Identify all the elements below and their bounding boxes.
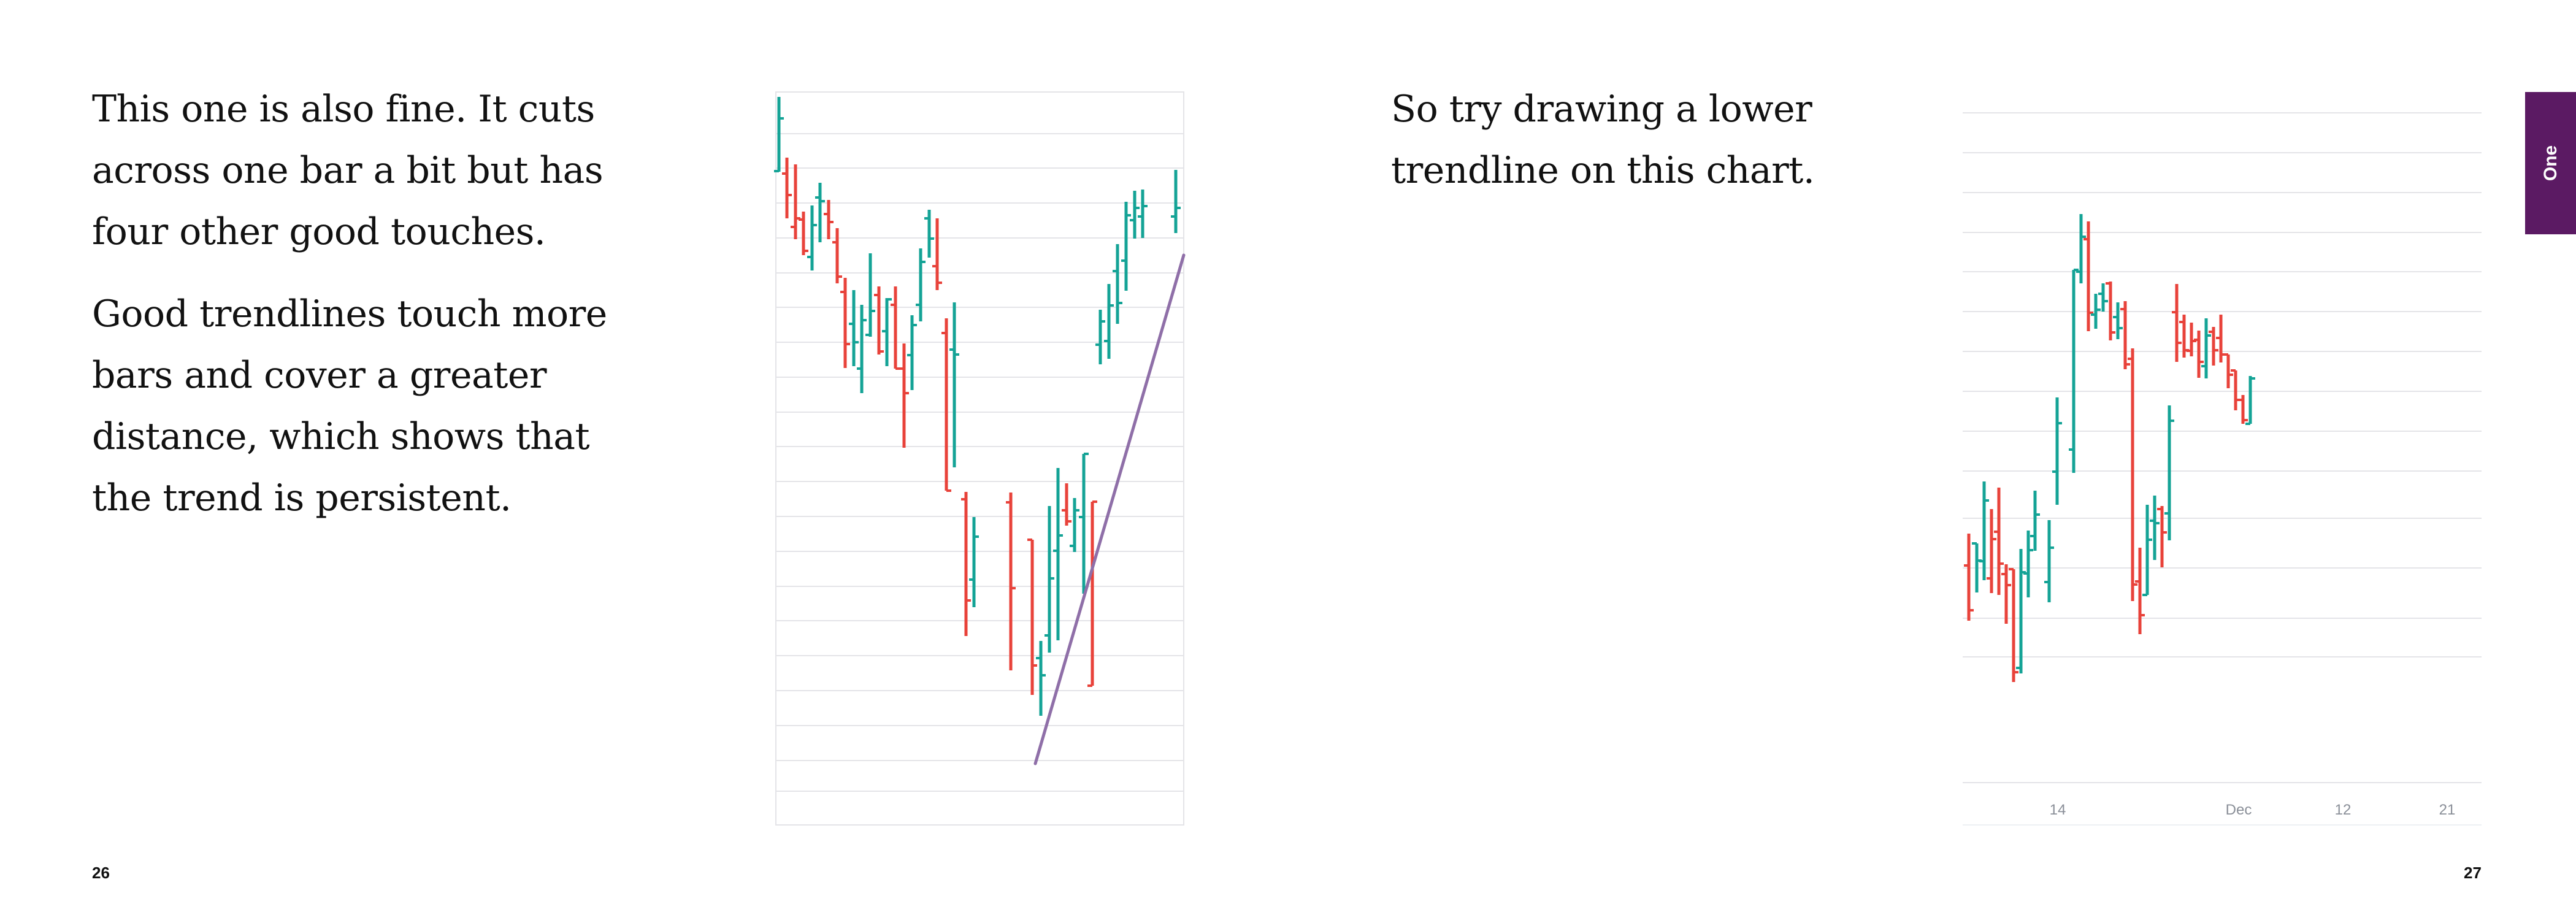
ohlc-bar [774, 97, 784, 172]
ohlc-bar [2120, 301, 2130, 369]
ohlc-bar [2113, 302, 2123, 339]
ohlc-bar [1994, 488, 2004, 595]
ohlc-bar [782, 158, 792, 218]
ohlc-bar [2001, 564, 2011, 624]
ohlc-bar [891, 286, 900, 370]
ohlc-bar [824, 200, 834, 239]
ohlc-bar [865, 253, 875, 337]
left-ohlc-chart [774, 91, 1186, 826]
ohlc-bar [949, 302, 959, 467]
ohlc-bar [2164, 405, 2174, 540]
body-paragraph-1: This one is also fine. It cuts across on… [92, 88, 604, 253]
ohlc-bar [907, 315, 917, 390]
x-axis-tick-label: 21 [2439, 802, 2456, 818]
ohlc-bar [2194, 331, 2204, 378]
ohlc-bar [1987, 509, 1996, 593]
ohlc-bar [2201, 318, 2211, 378]
ohlc-bar [2030, 491, 2040, 551]
ohlc-bar [2135, 548, 2145, 634]
ohlc-bar [969, 517, 979, 607]
chart-frame [775, 91, 1184, 826]
ohlc-bar [807, 205, 817, 270]
ohlc-bar [2245, 376, 2255, 425]
ohlc-bar [2091, 294, 2101, 329]
body-paragraph-3: So try drawing a lower trendline on this… [1391, 88, 1815, 192]
ohlc-bar [2209, 327, 2218, 366]
ohlc-bar [1087, 500, 1097, 687]
ohlc-bar [2238, 395, 2248, 424]
ohlc-bar [2023, 531, 2033, 597]
ohlc-bar [2172, 284, 2182, 362]
ohlc-bar [2128, 348, 2137, 601]
ohlc-bar [1006, 493, 1016, 670]
ohlc-bar [1045, 506, 1054, 653]
ohlc-bar [1036, 641, 1046, 716]
ohlc-bar [1130, 191, 1140, 239]
ohlc-bar [1171, 170, 1181, 233]
ohlc-bar [941, 318, 951, 492]
ohlc-bar [899, 343, 909, 448]
trendline [1033, 253, 1186, 765]
ohlc-bar [2106, 282, 2115, 340]
x-axis-tick-label: 14 [2050, 802, 2066, 818]
x-axis-tick-label: 12 [2335, 802, 2352, 818]
ohlc-bar [932, 218, 942, 290]
ohlc-bar [2150, 496, 2160, 560]
ohlc-bar [2076, 214, 2086, 283]
page-number-right: 27 [2464, 864, 2482, 882]
ohlc-bar [2223, 353, 2233, 388]
section-tab[interactable]: One [2525, 92, 2576, 234]
x-axis-tick-label: Dec [2226, 802, 2252, 818]
ohlc-bar [815, 183, 825, 242]
ohlc-bar [849, 290, 859, 366]
ohlc-bar [961, 492, 971, 636]
ohlc-bar [1979, 481, 1989, 580]
ohlc-bar [1104, 284, 1114, 359]
ohlc-bar [2098, 283, 2108, 312]
ohlc-bar [2009, 568, 2018, 682]
ohlc-bar [1964, 534, 1974, 621]
ohlc-bar [791, 164, 800, 239]
ohlc-bar [2231, 369, 2241, 410]
ohlc-bar [874, 286, 884, 355]
ohlc-bar [924, 210, 934, 258]
ohlc-bar [1062, 483, 1071, 526]
ohlc-bar [2142, 505, 2152, 596]
ohlc-bar [1027, 539, 1037, 695]
ohlc-bar [1095, 310, 1105, 364]
right-ohlc-chart: 14 Dec 12 21 [1963, 112, 2482, 826]
body-paragraph-2: Good trendlines touch more bars and cove… [92, 293, 607, 519]
ohlc-bar [2157, 506, 2167, 567]
section-tab-label: One [2540, 145, 2561, 182]
page-number-left: 26 [92, 864, 110, 882]
ohlc-bar [799, 212, 808, 255]
ohlc-bar [2069, 269, 2079, 473]
ohlc-bar [832, 228, 842, 283]
ohlc-bar [2044, 520, 2054, 602]
ohlc-bar [882, 298, 892, 366]
ohlc-bar [2052, 397, 2062, 505]
ohlc-bar [1070, 498, 1079, 552]
ohlc-bar [1079, 453, 1089, 594]
ohlc-bar [2083, 221, 2093, 331]
ohlc-bar [1053, 468, 1063, 640]
ohlc-bar [1121, 202, 1131, 291]
ohlc-bar [916, 248, 926, 321]
ohlc-bar [857, 305, 867, 393]
ohlc-bar [1113, 244, 1122, 324]
ohlc-bar [1138, 190, 1148, 238]
ohlc-bar [840, 278, 850, 368]
